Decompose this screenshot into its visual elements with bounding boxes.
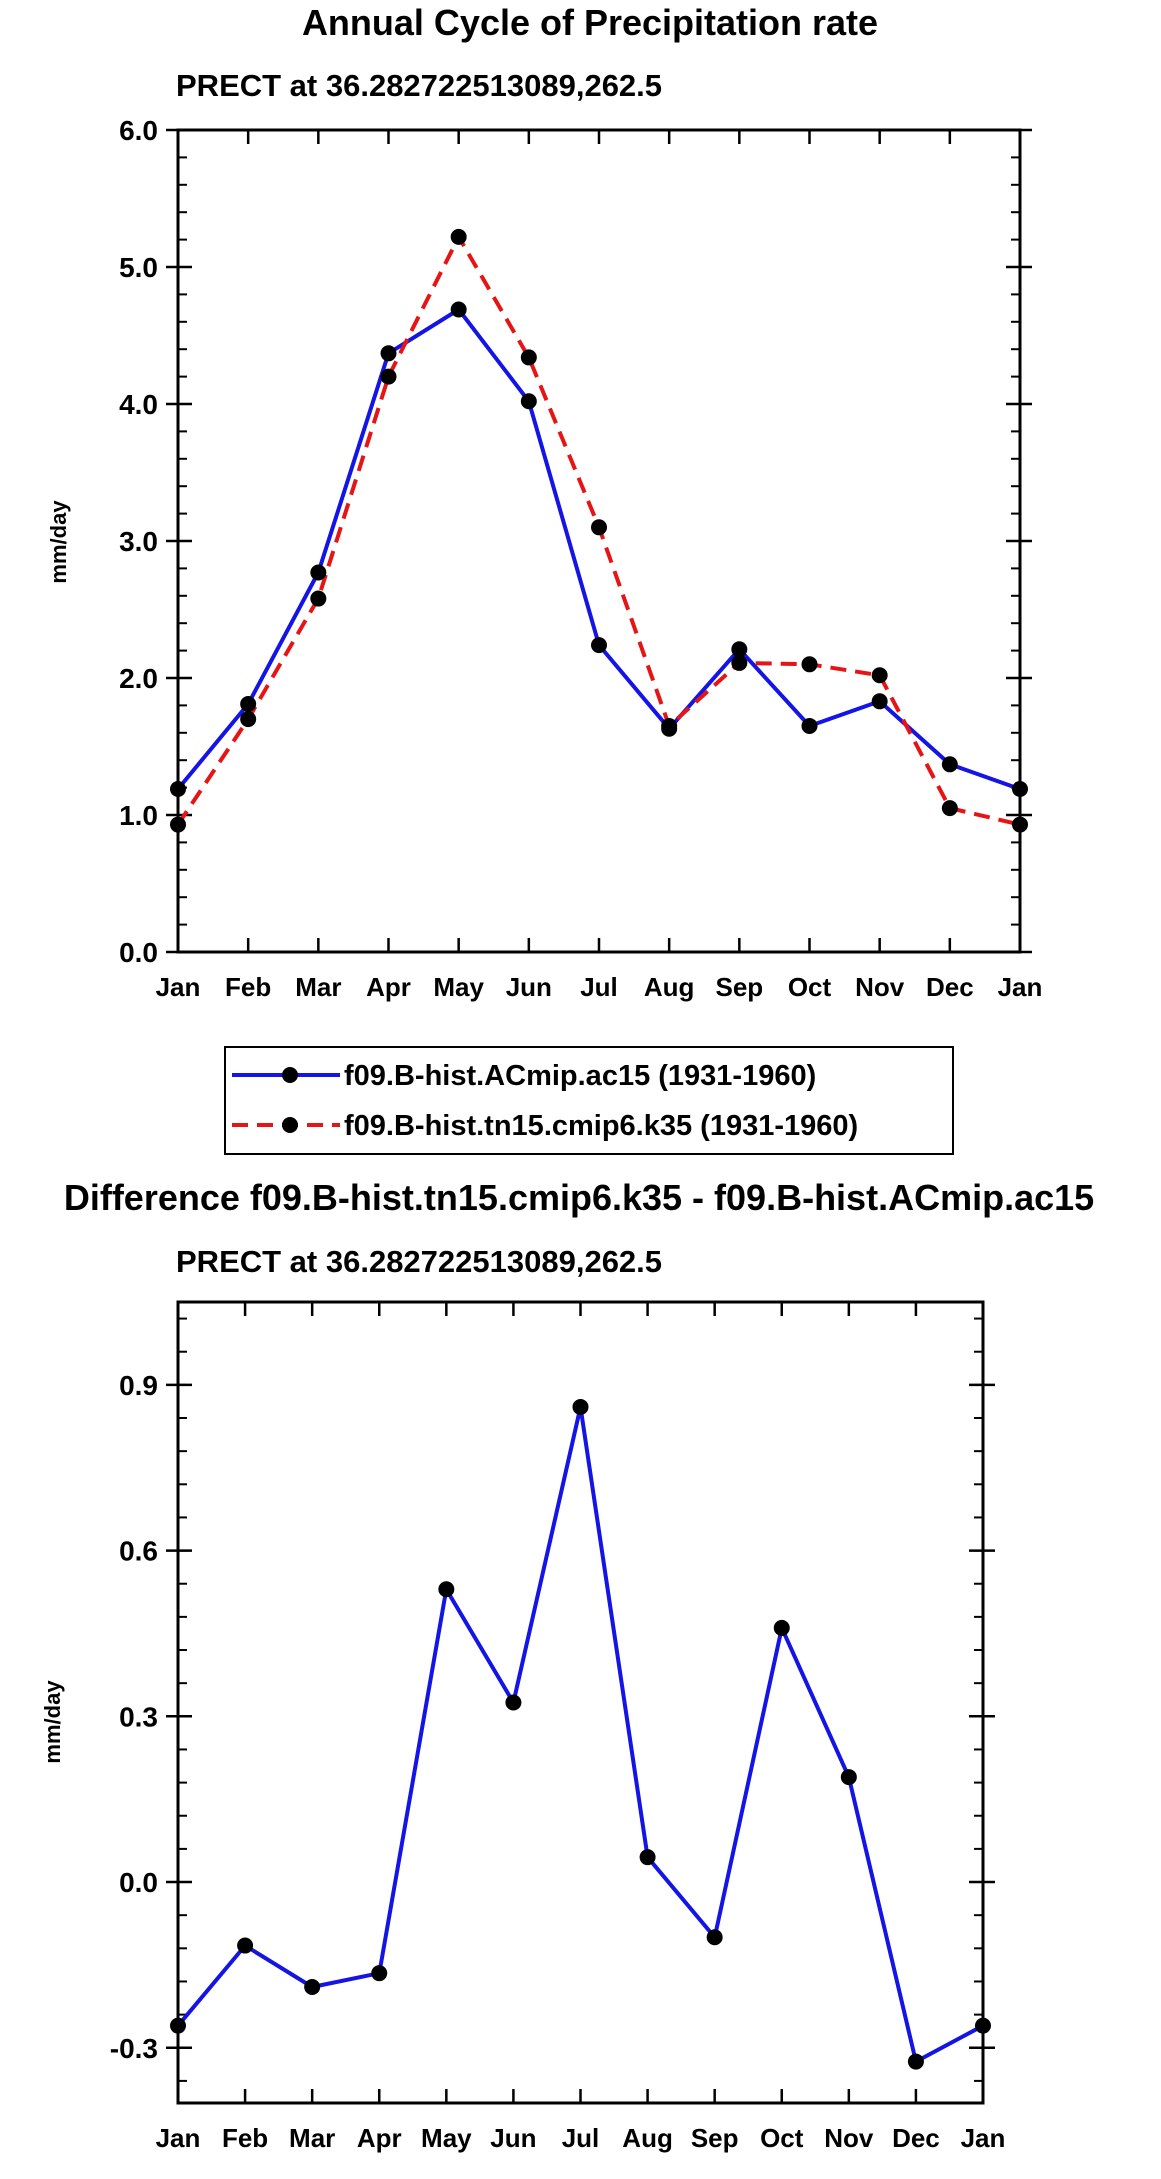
chart2-ytick-label: 0.3 xyxy=(119,1701,158,1732)
chart1-series-1-point-may xyxy=(450,301,467,318)
chart1-series-2-point-jul xyxy=(591,519,607,536)
chart2-series-1-point-may xyxy=(438,1581,455,1598)
chart1-ytick-label: 0.0 xyxy=(119,937,158,968)
chart2-series-1-point-dec xyxy=(907,2053,924,2070)
chart2-title: Difference f09.B-hist.tn15.cmip6.k35 - f… xyxy=(64,1177,1094,1218)
chart1-series-1-point-feb xyxy=(240,696,257,713)
chart2-series-1-point-jun xyxy=(505,1694,522,1711)
chart1-xtick-label: Jan xyxy=(998,972,1043,1002)
chart1-ytick-label: 2.0 xyxy=(119,663,158,694)
legend-box xyxy=(224,1046,954,1155)
chart1-title: Annual Cycle of Precipitation rate xyxy=(302,2,878,43)
chart1-series-1-point-sep xyxy=(731,641,748,658)
chart2-series-1-point-jul xyxy=(572,1398,589,1415)
chart2-series-1-point-jan xyxy=(170,2017,186,2034)
chart2-series-1-point-apr xyxy=(371,1965,388,1982)
chart1-series-2-point-oct xyxy=(801,656,818,673)
chart1-series-2-point-aug xyxy=(661,717,678,734)
chart2-ytick-label: -0.3 xyxy=(110,2033,158,2064)
chart1-series-1-point-jun xyxy=(520,393,537,410)
chart1-series-2-point-may xyxy=(450,228,467,245)
chart2-xtick-label: Feb xyxy=(222,2123,268,2153)
chart2-subtitle: PRECT at 36.282722513089,262.5 xyxy=(176,1244,662,1279)
chart1-subtitle: PRECT at 36.282722513089,262.5 xyxy=(176,68,662,103)
legend-marker-series-1 xyxy=(282,1067,298,1083)
chart2-xtick-label: Jul xyxy=(562,2123,600,2153)
chart1-series-1-point-jul xyxy=(591,637,607,654)
chart1-series-2-point-apr xyxy=(380,368,397,385)
chart1-xtick-label: Jan xyxy=(156,972,201,1002)
chart1-xtick-label: Oct xyxy=(788,972,832,1002)
chart2-ytick-label: 0.9 xyxy=(119,1370,158,1401)
chart1-ytick-label: 6.0 xyxy=(119,115,158,146)
chart1-series-2-point-jun xyxy=(520,349,537,366)
chart1-series-2-point-sep xyxy=(731,654,748,671)
chart1-plot: Jan Feb Mar Apr May Jun Jul Aug Sep Oct Nov Dec Jan 0… xyxy=(119,115,1042,1002)
chart2-series-1-point-oct xyxy=(773,1619,790,1636)
chart2-frame xyxy=(176,1300,985,2105)
chart2-xtick-label: Jan xyxy=(961,2123,1006,2153)
chart1-ytick-label: 5.0 xyxy=(119,252,158,283)
chart1-frame xyxy=(176,128,1022,954)
chart1-series-2-point-mar xyxy=(310,590,327,607)
chart2-ylabel: mm/day xyxy=(40,1680,65,1764)
chart1-legend: f09.B-hist.ACmip.ac15 (1931-1960) f09.B-… xyxy=(224,1046,954,1155)
chart2-xtick-label: Aug xyxy=(622,2123,673,2153)
chart2-series-1-point-feb xyxy=(237,1937,254,1954)
chart1-series-1-point-jan xyxy=(1012,780,1028,797)
chart1-series-2-point-jan xyxy=(1012,816,1028,833)
chart2-series-1-point-aug xyxy=(639,1849,656,1866)
chart1-xtick-label: Jul xyxy=(580,972,618,1002)
chart2-plot: Jan Feb Mar Apr May Jun Jul Aug Sep Oct Nov Dec Jan -… xyxy=(110,1300,1006,2153)
chart1-xtick-label: Feb xyxy=(225,972,271,1002)
chart1-series-1-point-oct xyxy=(801,717,818,734)
legend-label-series-1: f09.B-hist.ACmip.ac15 (1931-1960) xyxy=(344,1060,816,1092)
chart2-xtick-label: May xyxy=(421,2123,472,2153)
chart1-xtick-label: Sep xyxy=(715,972,763,1002)
chart1-series-2-point-nov xyxy=(871,667,888,684)
chart1-xtick-label: Mar xyxy=(295,972,341,1002)
chart1-series-1-point-dec xyxy=(941,756,958,773)
chart2-xtick-label: Nov xyxy=(824,2123,874,2153)
chart1-series-2-point-feb xyxy=(240,711,257,728)
chart1-xtick-label: Apr xyxy=(366,972,411,1002)
chart1-ytick-label: 4.0 xyxy=(119,389,158,420)
chart2-xtick-label: Jun xyxy=(490,2123,536,2153)
chart1-series-2-point-dec xyxy=(941,800,958,817)
chart2-xtick-label: Dec xyxy=(892,2123,940,2153)
chart2-xtick-label: Mar xyxy=(289,2123,335,2153)
chart1-xtick-label: Aug xyxy=(644,972,695,1002)
chart2-series-1-point-sep xyxy=(706,1929,723,1946)
chart2-xtick-label: Apr xyxy=(357,2123,402,2153)
chart1-xtick-label: Jun xyxy=(506,972,552,1002)
legend-marker-series-2 xyxy=(282,1117,298,1133)
chart1-series-1-point-mar xyxy=(310,564,327,581)
chart1-xtick-label: Dec xyxy=(926,972,974,1002)
chart2-series-1-line xyxy=(176,1405,984,2064)
chart2-xtick-label: Oct xyxy=(760,2123,804,2153)
chart1-series-1-line xyxy=(176,307,1021,791)
chart2-xtick-label: Jan xyxy=(156,2123,201,2153)
chart2-series-1-point-mar xyxy=(304,1978,321,1995)
chart2-ytick-label: 0.0 xyxy=(119,1867,158,1898)
chart2-series-1-point-nov xyxy=(840,1769,857,1786)
chart1-series-2-point-jan xyxy=(170,816,186,833)
chart1-series-1-point-apr xyxy=(380,345,397,362)
chart1-ytick-label: 1.0 xyxy=(119,800,158,831)
chart2-series-1-point-jan xyxy=(975,2017,991,2034)
chart1-ytick-label: 3.0 xyxy=(119,526,158,557)
chart1-xtick-label: May xyxy=(433,972,484,1002)
chart1-series-1-point-jan xyxy=(170,780,186,797)
chart1-xtick-label: Nov xyxy=(855,972,905,1002)
chart1-series-1-point-nov xyxy=(871,693,888,710)
chart2-ytick-label: 0.6 xyxy=(119,1536,158,1567)
chart1-ylabel: mm/day xyxy=(46,500,71,584)
chart2-xtick-label: Sep xyxy=(691,2123,739,2153)
legend-label-series-2: f09.B-hist.tn15.cmip6.k35 (1931-1960) xyxy=(344,1110,858,1142)
